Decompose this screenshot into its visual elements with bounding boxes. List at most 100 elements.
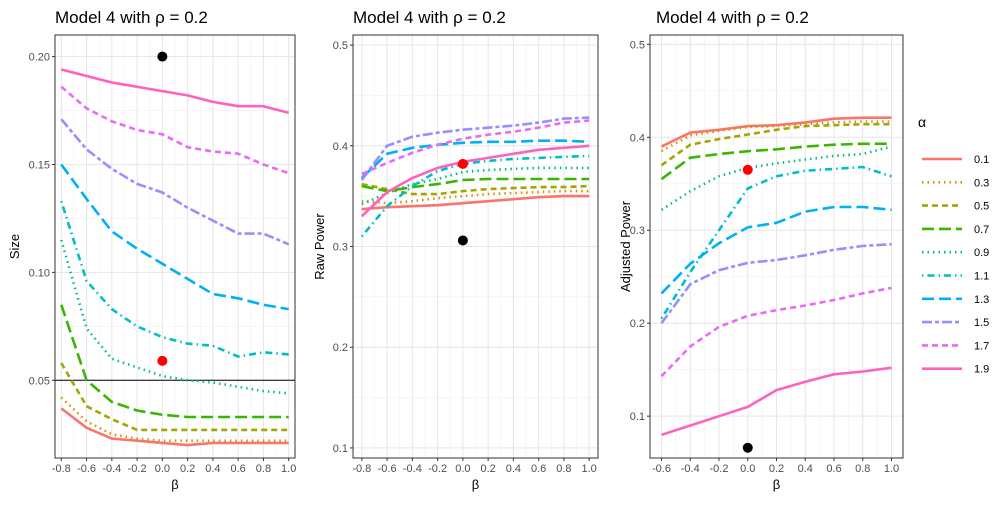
series-line-0.5 <box>361 182 590 196</box>
red-point <box>157 355 168 366</box>
y-tick-label: 0.5 <box>333 40 348 52</box>
y-tick-label: 0.3 <box>630 225 645 237</box>
x-tick-label: 0.8 <box>556 463 571 475</box>
black-point <box>157 51 168 62</box>
y-tick-label: 0.4 <box>333 141 348 153</box>
x-tick-label: 0.4 <box>205 463 220 475</box>
legend-label: 1.7 <box>974 340 989 352</box>
legend: α 0.1 0.3 0.5 0.7 0.9 1.1 1.3 1.5 1.7 1.9 <box>918 114 989 376</box>
legend-label: 0.1 <box>974 154 989 166</box>
legend-label: 0.3 <box>974 177 989 189</box>
series-line-1.9 <box>661 366 892 437</box>
series-line-0.7 <box>361 177 590 193</box>
series-line-1.9 <box>360 144 590 218</box>
legend-title: α <box>918 114 926 130</box>
x-axis-label: β <box>773 477 780 492</box>
series-line-1.3 <box>60 163 289 311</box>
y-axis-label: Adjusted Power <box>618 200 633 292</box>
x-tick-label: -0.2 <box>710 463 729 475</box>
panel-title: Model 4 with ρ = 0.2 <box>353 8 506 27</box>
red-point <box>457 158 468 169</box>
x-tick-label: 0.0 <box>740 463 755 475</box>
x-tick-label: 0.6 <box>231 463 246 475</box>
y-tick-label: 0.4 <box>630 132 645 144</box>
x-tick-label: -0.4 <box>102 463 121 475</box>
series-line-1.7 <box>660 286 892 378</box>
series-line-0.7 <box>660 142 892 181</box>
x-tick-label: -0.8 <box>52 463 71 475</box>
y-tick-label: 0.2 <box>630 318 645 330</box>
x-tick-label: 0.4 <box>798 463 813 475</box>
series-line-0.7 <box>60 304 289 419</box>
x-tick-label: 0.8 <box>256 463 271 475</box>
y-tick-label: 0.3 <box>333 242 348 254</box>
series-line-0.1 <box>660 116 892 148</box>
red-point <box>742 164 753 175</box>
x-tick-label: -0.6 <box>378 463 397 475</box>
x-axis-label: β <box>171 477 178 492</box>
x-tick-label: -0.8 <box>352 463 371 475</box>
series-line-1.9 <box>60 68 290 114</box>
series-line-0.5 <box>660 122 892 167</box>
y-axis-label: Size <box>7 234 22 259</box>
legend-label: 1.3 <box>974 294 989 306</box>
series-line-1.5 <box>60 118 290 246</box>
x-tick-label: -0.4 <box>681 463 700 475</box>
black-point <box>742 442 753 453</box>
x-tick-label: 0.4 <box>506 463 521 475</box>
y-tick-label: 0.05 <box>29 375 50 387</box>
series-line-1.1 <box>360 154 590 238</box>
y-tick-label: 0.2 <box>333 342 348 354</box>
series-line-1.7 <box>361 119 590 176</box>
series-line-0.1 <box>361 194 590 211</box>
x-tick-label: 0.6 <box>826 463 841 475</box>
y-axis-label: Raw Power <box>312 213 327 280</box>
series-line-0.5 <box>60 362 289 432</box>
black-point <box>457 235 468 246</box>
y-tick-label: 0.1 <box>630 411 645 423</box>
x-tick-label: -0.2 <box>128 463 147 475</box>
y-tick-label: 0.5 <box>630 39 645 51</box>
x-tick-label: 0.0 <box>155 463 170 475</box>
legend-label: 1.9 <box>974 364 989 376</box>
x-tick-label: -0.6 <box>652 463 671 475</box>
panel-border <box>54 34 296 459</box>
x-tick-label: -0.2 <box>428 463 447 475</box>
series-line-0.9 <box>660 145 892 211</box>
series-line-1.3 <box>360 139 590 179</box>
x-tick-label: -0.4 <box>403 463 422 475</box>
x-tick-label: 0.6 <box>531 463 546 475</box>
series-line-1.1 <box>60 200 289 358</box>
panel-1: -0.8 -0.6 -0.4 -0.2 0.0 0.2 0.4 0.6 0.8 1.0 0.05 0.… <box>7 8 296 492</box>
panel-3: -0.6 -0.4 -0.2 0.0 0.2 0.4 0.6 0.8 1.0 0.1 0.2 0.3 0… <box>618 8 904 492</box>
panel-title: Model 4 with ρ = 0.2 <box>656 8 809 27</box>
panel-2: -0.8 -0.6 -0.4 -0.2 0.0 0.2 0.4 0.6 0.8 1.0 0.1 0.2… <box>312 8 599 492</box>
series-line-1.5 <box>660 242 892 324</box>
legend-label: 0.7 <box>974 224 989 236</box>
x-tick-label: -0.6 <box>77 463 96 475</box>
x-tick-label: 0.2 <box>769 463 784 475</box>
series-line-1.5 <box>360 116 590 181</box>
y-tick-label: 0.15 <box>29 159 50 171</box>
legend-label: 1.1 <box>974 271 989 283</box>
legend-label: 1.5 <box>974 317 989 329</box>
series-line-1.3 <box>660 205 892 295</box>
series-line-0.3 <box>60 396 289 443</box>
x-tick-label: 0.8 <box>855 463 870 475</box>
legend-label: 0.9 <box>974 247 989 259</box>
panel-title: Model 4 with ρ = 0.2 <box>55 8 208 27</box>
y-tick-label: 0.20 <box>29 52 50 64</box>
x-tick-label: 0.2 <box>180 463 195 475</box>
x-tick-label: 1.0 <box>884 463 899 475</box>
x-tick-label: 0.0 <box>455 463 470 475</box>
x-tick-label: 1.0 <box>281 463 296 475</box>
x-tick-label: 0.2 <box>480 463 495 475</box>
legend-label: 0.5 <box>974 201 989 213</box>
x-tick-label: 1.0 <box>582 463 597 475</box>
y-tick-label: 0.1 <box>333 443 348 455</box>
x-axis-label: β <box>472 477 479 492</box>
series-line-0.1 <box>60 407 289 447</box>
y-tick-label: 0.10 <box>29 267 50 279</box>
